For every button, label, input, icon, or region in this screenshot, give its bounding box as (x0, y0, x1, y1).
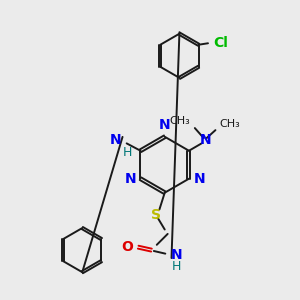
Text: H: H (122, 146, 132, 159)
Text: N: N (110, 134, 122, 147)
Text: N: N (194, 172, 205, 186)
Text: N: N (199, 134, 211, 147)
Text: N: N (159, 118, 170, 132)
Text: H: H (172, 260, 181, 273)
Text: N: N (171, 248, 182, 262)
Text: CH₃: CH₃ (220, 119, 241, 129)
Text: Cl: Cl (213, 36, 228, 50)
Text: CH₃: CH₃ (170, 116, 190, 126)
Text: N: N (124, 172, 136, 186)
Text: O: O (121, 240, 133, 254)
Text: S: S (151, 208, 161, 222)
